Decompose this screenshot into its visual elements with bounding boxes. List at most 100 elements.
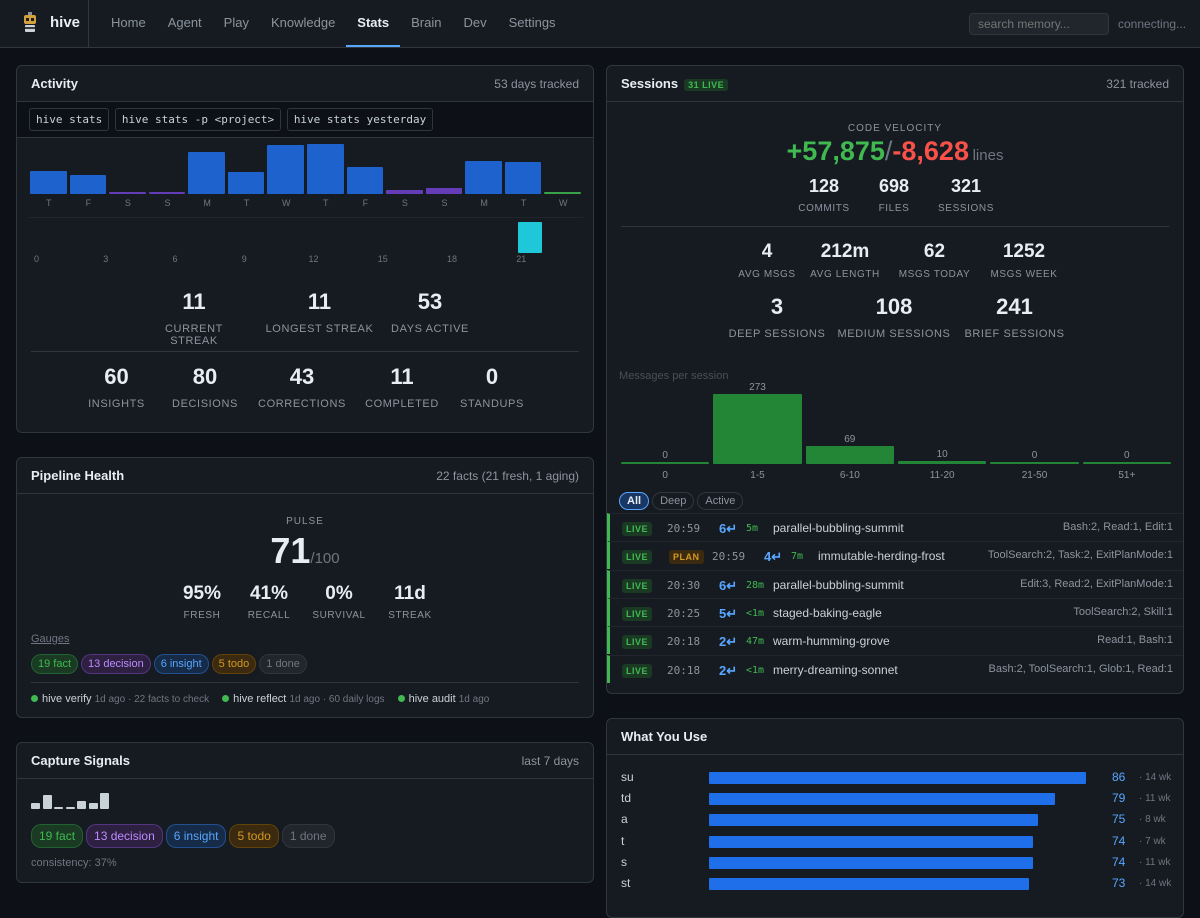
bar-category-label: 6-10	[804, 470, 896, 481]
filter-deep[interactable]: Deep	[652, 492, 694, 510]
decisions-label: Decisions	[165, 398, 245, 410]
check-audit-name[interactable]: hive audit	[409, 693, 456, 705]
tab-knowledge[interactable]: Knowledge	[260, 0, 346, 47]
session-name[interactable]: warm-humming-grove	[773, 634, 890, 648]
bar-value-label: 0	[1081, 450, 1173, 461]
usage-row[interactable]: a 75 · 8 wk	[607, 809, 1183, 830]
live-status-badge: LIVE	[622, 635, 652, 649]
tab-home[interactable]: Home	[100, 0, 157, 47]
tab-play[interactable]: Play	[213, 0, 260, 47]
commits-label: Commits	[789, 203, 859, 214]
recall-value: 41%	[239, 583, 299, 605]
pulse-label: PULSE	[17, 516, 593, 527]
brand[interactable]: hive	[0, 0, 89, 47]
survival-label: Survival	[304, 610, 374, 621]
msgs-today-value: 62	[892, 241, 977, 263]
sessions-label: Sessions	[930, 203, 1002, 214]
usage-row[interactable]: s 74 · 11 wk	[607, 852, 1183, 873]
tag-todo[interactable]: 5 todo	[229, 824, 278, 848]
tag-fact[interactable]: 19 fact	[31, 824, 83, 848]
bar-category-label: 0	[619, 470, 711, 481]
daily-bar	[228, 172, 265, 194]
daily-bar	[426, 188, 463, 194]
sparkline-bar	[66, 807, 75, 809]
deep-sessions-value: 3	[722, 294, 832, 320]
tab-settings[interactable]: Settings	[498, 0, 567, 47]
gauges-link[interactable]: Gauges	[31, 633, 70, 645]
tab-agent[interactable]: Agent	[157, 0, 213, 47]
usage-row[interactable]: su 86 · 14 wk	[607, 767, 1183, 788]
divider	[621, 226, 1169, 227]
search-input[interactable]	[969, 13, 1109, 35]
session-row[interactable]: LIVE 20:25 5↵ <1m staged-baking-eagle ToolSea…	[607, 598, 1183, 626]
survival-value: 0%	[304, 583, 374, 605]
usage-row[interactable]: st 73 · 14 wk	[607, 873, 1183, 894]
usage-bar	[709, 878, 1029, 890]
current-streak-value: 11	[144, 289, 244, 315]
check-reflect-name[interactable]: hive reflect	[233, 693, 286, 705]
daily-bar	[505, 162, 542, 194]
daily-bar	[267, 145, 304, 194]
session-duration: <1m	[746, 608, 764, 619]
session-name[interactable]: merry-dreaming-sonnet	[773, 663, 898, 677]
tab-stats[interactable]: Stats	[346, 0, 400, 47]
session-name[interactable]: immutable-herding-frost	[818, 549, 945, 563]
filter-all[interactable]: All	[619, 492, 649, 510]
avg-length-value: 212m	[805, 241, 885, 263]
tag-fact[interactable]: 19 fact	[31, 654, 78, 674]
session-name[interactable]: parallel-bubbling-summit	[773, 578, 904, 592]
app-name: hive	[50, 14, 80, 31]
pipeline-meta: 22 facts (21 fresh, 1 aging)	[436, 469, 579, 483]
tab-brain[interactable]: Brain	[400, 0, 452, 47]
check-verify-name[interactable]: hive verify	[42, 693, 92, 705]
session-row[interactable]: LIVE PLAN 20:59 4↵ 7m immutable-herding-frost…	[607, 541, 1183, 569]
bar-category-label: 51+	[1081, 470, 1173, 481]
lines-added: +57,875	[787, 136, 885, 166]
session-tools: ToolSearch:2, Task:2, ExitPlanMode:1	[988, 549, 1173, 561]
sessions-meta: 321 tracked	[1106, 77, 1169, 91]
session-row[interactable]: LIVE 20:30 6↵ 28m parallel-bubbling-summit Ed…	[607, 570, 1183, 598]
histogram-bar	[1083, 462, 1171, 464]
tag-insight[interactable]: 6 insight	[154, 654, 209, 674]
tag-done[interactable]: 1 done	[282, 824, 335, 848]
session-name[interactable]: staged-baking-eagle	[773, 606, 882, 620]
tag-decision[interactable]: 13 decision	[81, 654, 151, 674]
sessions-value: 321	[930, 176, 1002, 197]
command-hive-stats-project[interactable]: hive stats -p <project>	[115, 108, 281, 131]
session-row[interactable]: LIVE 20:18 2↵ <1m merry-dreaming-sonnet Bash:…	[607, 655, 1183, 683]
daily-bar-label: S	[108, 198, 148, 208]
tag-decision[interactable]: 13 decision	[86, 824, 163, 848]
bar-value-label: 0	[988, 450, 1080, 461]
daily-bar-label: S	[385, 198, 425, 208]
completed-value: 11	[357, 364, 447, 390]
bar-value-label: 273	[711, 382, 803, 393]
session-name[interactable]: parallel-bubbling-summit	[773, 521, 904, 535]
command-hive-stats-yesterday[interactable]: hive stats yesterday	[287, 108, 433, 131]
usage-command: s	[621, 855, 627, 869]
usage-row[interactable]: t 74 · 7 wk	[607, 831, 1183, 852]
longest-streak-value: 11	[262, 289, 377, 315]
tag-todo[interactable]: 5 todo	[212, 654, 257, 674]
session-row[interactable]: LIVE 20:18 2↵ 47m warm-humming-grove Read:1, …	[607, 626, 1183, 654]
usage-weeks: · 11 wk	[1139, 857, 1171, 868]
tag-done[interactable]: 1 done	[259, 654, 307, 674]
usage-weeks: · 11 wk	[1139, 793, 1171, 804]
fresh-value: 95%	[172, 583, 232, 605]
command-hive-stats[interactable]: hive stats	[29, 108, 109, 131]
tab-dev[interactable]: Dev	[452, 0, 497, 47]
deep-sessions-label: Deep Sessions	[722, 328, 832, 340]
days-active-value: 53	[380, 289, 480, 315]
session-row[interactable]: LIVE 20:59 6↵ 5m parallel-bubbling-summit Bas…	[607, 513, 1183, 541]
usage-weeks: · 14 wk	[1139, 878, 1171, 889]
session-tools: Bash:2, Read:1, Edit:1	[1063, 521, 1173, 533]
filter-active[interactable]: Active	[697, 492, 743, 510]
status-ok-icon	[222, 695, 229, 702]
session-time: 20:18	[667, 635, 700, 648]
tag-insight[interactable]: 6 insight	[166, 824, 227, 848]
avg-msgs-value: 4	[727, 241, 807, 263]
usage-bar	[709, 793, 1055, 805]
usage-row[interactable]: td 79 · 11 wk	[607, 788, 1183, 809]
activity-panel: Activity 53 days tracked hive stats hive …	[16, 65, 594, 433]
usage-count: 74	[1112, 855, 1125, 869]
capture-meta: last 7 days	[522, 754, 579, 768]
